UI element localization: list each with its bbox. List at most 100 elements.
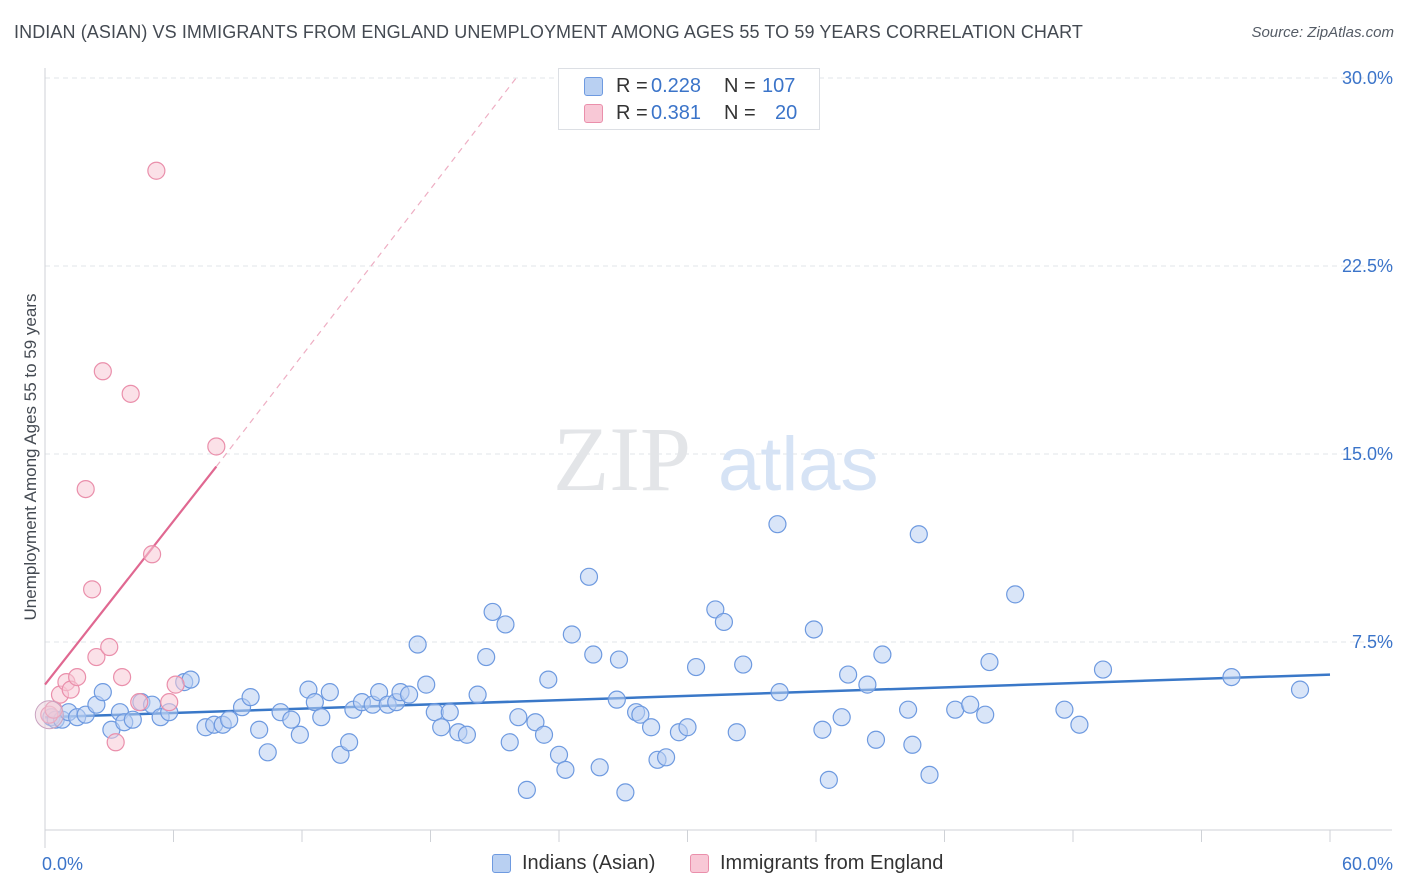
point-indians: [440, 703, 459, 722]
point-indians: [961, 695, 980, 714]
point-indians: [258, 743, 277, 762]
point-indians: [93, 683, 112, 702]
point-indians: [714, 612, 734, 632]
trend-lines: [44, 77, 1331, 719]
legend-swatch-pink: [584, 104, 603, 123]
point-indians: [920, 765, 939, 784]
point-england: [166, 675, 185, 694]
point-indians: [656, 748, 676, 767]
point-indians: [1006, 585, 1025, 604]
legend-box: R = 0.228 N = 107 R = 0.381 N = 20: [558, 68, 820, 130]
point-indians: [832, 708, 851, 727]
point-indians: [909, 525, 928, 544]
point-indians: [616, 783, 635, 802]
legend-r-value: 0.228: [651, 75, 702, 97]
point-indians: [768, 515, 787, 534]
point-indians: [250, 720, 269, 739]
point-indians: [839, 665, 858, 684]
point-england: [147, 161, 166, 180]
point-england: [106, 733, 125, 752]
point-indians: [727, 723, 746, 742]
point-england: [93, 362, 112, 381]
point-indians: [241, 688, 260, 707]
point-indians: [903, 735, 922, 754]
chart-title: INDIAN (ASIAN) VS IMMIGRANTS FROM ENGLAN…: [14, 22, 1084, 42]
legend-n-label: N =: [724, 75, 756, 97]
legend-row-england: R = 0.381 N = 20: [559, 99, 821, 127]
point-indians: [584, 645, 603, 664]
y-tick-label: 30.0%: [1342, 68, 1393, 88]
point-indians: [1290, 680, 1310, 699]
point-indians: [290, 725, 309, 744]
point-indians: [399, 685, 419, 704]
trend-line-extension: [215, 77, 517, 467]
x-tick-label-left: 0.0%: [42, 854, 83, 874]
point-indians: [539, 670, 558, 689]
point-indians: [408, 635, 427, 654]
point-indians: [678, 718, 697, 737]
point-indians: [432, 718, 451, 737]
point-indians: [641, 718, 661, 737]
legend-r-label: R =: [616, 102, 648, 124]
x-tick-label-right: 60.0%: [1342, 854, 1393, 874]
point-indians: [813, 720, 832, 739]
y-tick-label: 7.5%: [1352, 632, 1393, 652]
point-indians: [819, 770, 838, 789]
point-england: [87, 647, 106, 667]
y-tick-label: 15.0%: [1342, 444, 1393, 464]
point-indians: [534, 725, 554, 744]
point-indians: [517, 780, 536, 799]
point-indians: [590, 758, 609, 777]
point-indians: [509, 708, 528, 727]
point-indians: [477, 647, 496, 667]
y-axis-label: Unemployment Among Ages 55 to 59 years: [21, 294, 40, 621]
point-indians: [980, 652, 999, 672]
point-indians: [417, 675, 436, 694]
point-england: [160, 693, 179, 712]
point-indians: [562, 625, 581, 644]
point-england: [83, 580, 102, 599]
point-england: [121, 384, 140, 403]
point-indians: [976, 705, 995, 724]
point-indians: [607, 690, 626, 709]
bottom-legend-swatch-pink: [690, 854, 709, 873]
point-indians: [631, 705, 650, 724]
point-indians: [804, 620, 823, 639]
trend-line-indians: [44, 673, 1331, 719]
point-england: [100, 637, 119, 657]
point-england: [112, 667, 132, 687]
point-indians: [305, 693, 324, 712]
point-indians: [340, 733, 359, 752]
point-indians: [370, 683, 389, 702]
point-england: [130, 693, 149, 712]
gridlines: [45, 77, 1392, 643]
legend-n-value: 20: [775, 102, 798, 124]
legend-r-label: R =: [616, 75, 648, 97]
point-indians: [526, 713, 545, 732]
legend-n-value: 107: [762, 75, 796, 97]
point-indians: [556, 760, 575, 779]
trend-line-england: [44, 465, 218, 686]
point-indians: [686, 657, 706, 677]
point-indians: [1222, 667, 1241, 687]
point-indians: [549, 745, 569, 764]
legend-n-label: N =: [724, 102, 756, 124]
point-indians: [331, 745, 350, 764]
point-indians: [457, 725, 477, 744]
point-indians: [483, 602, 502, 622]
point-indians: [873, 645, 892, 664]
point-indians: [1055, 700, 1074, 719]
watermark-atlas: atlas: [718, 422, 879, 507]
point-indians: [706, 600, 725, 619]
point-indians: [312, 708, 331, 727]
point-indians: [866, 730, 886, 749]
point-indians: [282, 710, 301, 729]
point-england: [76, 479, 95, 499]
point-indians: [609, 650, 629, 669]
data-points: [34, 161, 1310, 802]
point-cluster: [34, 700, 64, 730]
legend-swatch-blue: [584, 77, 603, 96]
point-england: [207, 437, 226, 456]
chart-source: Source: ZipAtlas.com: [1251, 24, 1394, 41]
